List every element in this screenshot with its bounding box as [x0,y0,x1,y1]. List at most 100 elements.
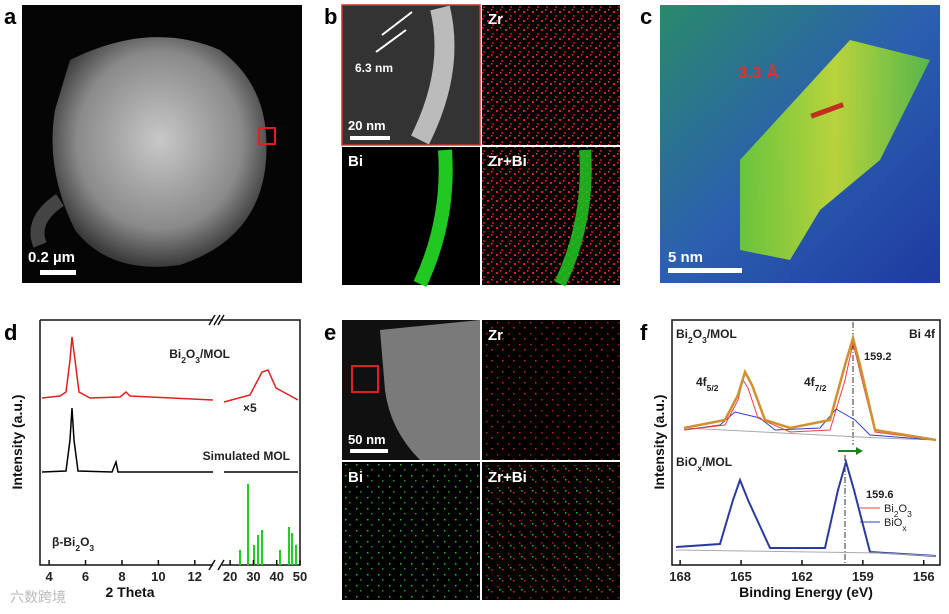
text-part: 2 [181,355,186,365]
scale-bar [668,268,742,273]
reference-bars [239,484,297,565]
zr-map [482,5,620,145]
peak-label: 4f7/2 [804,375,827,393]
text-part: 2 [688,335,693,345]
x-tick-label: 6 [82,569,89,584]
scale-text: 50 nm [348,432,386,447]
axes [671,319,941,566]
panel-label: e [324,320,336,345]
scale-bar [40,270,76,275]
text-part: 2 [75,543,80,553]
panel-label: a [4,4,17,29]
text-part: x [902,523,907,533]
text-part: 2 [894,509,899,519]
trace-label: BiOx/MOL [676,455,732,473]
scale-text: 20 nm [348,118,386,133]
map-label: Bi [348,153,363,170]
text-part: O [80,535,89,549]
magnification: ×5 [243,401,257,415]
text-part: x [697,463,702,473]
bi-map [342,147,480,285]
trace-label: Simulated MOL [203,449,290,463]
texture [554,149,592,287]
roi-box [258,127,276,145]
text-part: /MOL [707,327,737,341]
scale-text: 5 nm [668,249,703,266]
region-label: Bi 4f [909,327,936,341]
envelope [683,333,937,442]
marker [375,29,407,53]
trace [223,369,299,403]
texture [30,194,65,248]
shift-arrow [856,447,863,455]
x-tick-label: 50 [293,569,307,584]
text-part: BiO [676,455,697,469]
x-tick-label: 12 [188,569,202,584]
bi-map [342,462,480,600]
map-label: Zr+Bi [488,153,527,170]
trace-label: β-Bi2O3 [52,535,94,553]
x-tick-label: 8 [118,569,125,584]
x-tick-label: 165 [730,569,752,584]
text-part: 7/2 [815,383,827,393]
marker [810,102,845,119]
scale-bar [350,136,390,140]
trace [41,336,214,401]
peak-label: 4f5/2 [696,375,719,393]
peak-label: 159.6 [866,489,894,501]
texture [380,320,480,460]
text-part: Bi [884,503,894,515]
background [683,427,937,441]
panel-label: b [324,4,337,29]
texture [413,149,453,287]
fit [683,408,937,441]
merge-map [482,462,620,600]
particle [52,37,267,267]
x-tick-label: 40 [269,569,283,584]
x-tick-label: 159 [852,569,874,584]
text-part: 4f [696,375,708,389]
x-axis-label: 2 Theta [105,584,154,600]
marker [381,11,413,36]
texture [411,5,455,145]
spacing-label: 3.3 Å [738,63,779,82]
map-label: Zr+Bi [488,469,527,486]
fit [675,458,937,557]
peak-label: 159.2 [864,351,892,363]
x-tick-label: 30 [246,569,260,584]
x-tick-label: 156 [913,569,935,584]
legend-label: BiOx [884,517,907,533]
scale-text: 0.2 µm [28,249,75,266]
text-part: 4f [804,375,816,389]
text-part: 3 [702,335,707,345]
legend-label: Bi2O3 [884,503,912,519]
x-tick-label: 168 [669,569,691,584]
roi-box [351,365,379,393]
text-part: O [693,327,702,341]
scale-bar [350,449,388,453]
text-part: /MOL [702,455,732,469]
width-label: 6.3 nm [355,61,393,75]
trace [41,407,298,473]
x-axis-label: Binding Energy (eV) [739,584,873,600]
texture [740,40,930,260]
x-tick-label: 4 [45,569,53,584]
text-part: O [899,503,908,515]
fit [683,342,937,441]
merge-map [482,147,620,285]
y-axis-label: Intensity (a.u.) [651,395,667,490]
zr-map [482,320,620,460]
text-part: O [186,347,195,361]
x-tick-label: 20 [223,569,237,584]
text-part: 5/2 [707,383,719,393]
text-part: BiO [884,517,903,529]
text-part: Bi [676,327,688,341]
panel-label: d [4,320,17,345]
trace-label: Bi2O3/MOL [169,347,230,365]
map-label: Zr [488,11,503,28]
text-part: Bi [169,347,181,361]
panel-label: f [640,320,648,345]
map-label: Bi [348,469,363,486]
background [675,549,937,557]
